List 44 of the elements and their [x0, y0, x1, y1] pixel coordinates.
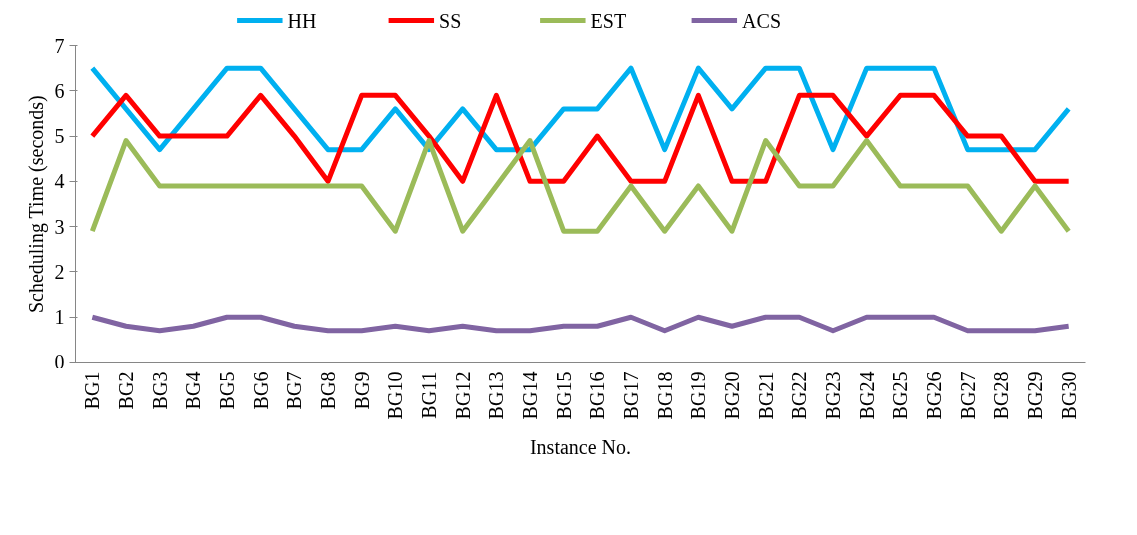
y-tick-label: 2 [54, 260, 65, 283]
y-tick-label: 0 [54, 350, 65, 373]
x-tick-label: BG9 [350, 371, 373, 410]
legend-label: HH [287, 9, 317, 32]
x-tick-label: BG19 [687, 371, 710, 420]
y-axis-title: Scheduling Time (seconds) [24, 95, 48, 314]
x-tick-label: BG11 [418, 371, 440, 419]
x-tick-label: BG6 [249, 371, 272, 410]
x-tick-label: BG29 [1024, 371, 1046, 420]
x-tick-label: BG10 [384, 371, 407, 420]
legend-label: ACS [742, 9, 782, 32]
x-tick-label: BG25 [889, 371, 912, 420]
x-tick-label: BG5 [216, 371, 238, 410]
x-tick-label: BG1 [81, 371, 104, 410]
x-tick-label: BG26 [923, 371, 945, 420]
x-tick-label: BG7 [283, 371, 306, 410]
x-axis-title: Instance No. [529, 435, 632, 458]
y-tick-label: 7 [54, 34, 65, 57]
legend-label: EST [590, 9, 627, 32]
x-tick-label: BG18 [653, 371, 676, 420]
y-tick-label: 3 [54, 215, 65, 238]
x-tick-label: BG17 [620, 371, 642, 420]
x-tick-label: BG24 [855, 371, 878, 420]
y-tick-label: 4 [54, 170, 65, 193]
x-tick-label: BG28 [990, 371, 1013, 420]
x-tick-label: BG20 [721, 371, 743, 420]
x-tick-label: BG2 [115, 371, 137, 410]
x-tick-label: BG15 [552, 371, 575, 420]
x-tick-label: BG21 [754, 371, 777, 420]
x-tick-label: BG27 [956, 371, 979, 420]
y-tick-label: 5 [54, 125, 65, 148]
x-tick-label: BG14 [519, 371, 541, 420]
x-tick-label: BG8 [317, 371, 339, 410]
x-tick-label: BG12 [451, 371, 474, 420]
x-tick-label: BG23 [822, 371, 844, 420]
x-tick-label: BG30 [1057, 371, 1080, 420]
x-tick-label: BG13 [485, 371, 508, 420]
x-tick-label: BG3 [148, 371, 171, 410]
y-tick-label: 1 [54, 306, 65, 329]
y-tick-label: 6 [54, 79, 65, 102]
x-tick-label: BG22 [788, 371, 811, 420]
legend-label: SS [439, 9, 462, 32]
x-tick-label: BG4 [182, 371, 205, 410]
x-tick-label: BG16 [586, 371, 609, 420]
